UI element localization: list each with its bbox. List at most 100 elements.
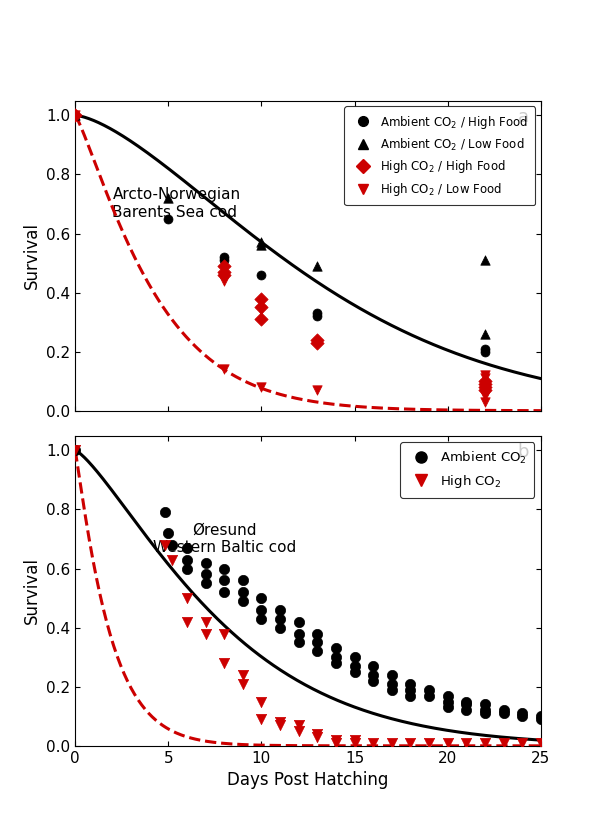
Point [294,724,304,737]
Point [499,704,508,717]
Point [424,736,434,749]
Point [167,538,177,551]
Point [517,706,527,720]
Point [257,235,266,249]
Point [313,334,322,347]
Point [294,615,304,628]
Point [219,259,229,272]
Point [480,342,490,355]
Point [368,660,378,673]
Point [480,345,490,359]
Point [368,736,378,749]
Point [238,668,248,681]
Point [480,736,490,749]
Point [294,718,304,732]
Point [219,363,229,376]
Point [257,303,266,317]
Point [499,706,508,720]
X-axis label: Days Post Hatching: Days Post Hatching [227,771,389,789]
Point [182,561,192,575]
Point [480,704,490,717]
Point [350,736,359,749]
Point [219,627,229,640]
Point [480,371,490,385]
Point [182,553,192,566]
Point [406,677,415,691]
Point [238,594,248,608]
Point [238,574,248,587]
Text: Arcto-Norwegian
Barents Sea cod: Arcto-Norwegian Barents Sea cod [112,188,240,220]
Point [219,656,229,670]
Point [219,251,229,264]
Point [182,615,192,628]
Point [257,695,266,708]
Point [462,704,471,717]
Point [480,380,490,394]
Point [387,736,397,749]
Point [443,736,453,749]
Point [424,689,434,702]
Point [257,603,266,617]
Point [275,621,285,634]
Point [480,377,490,391]
Point [163,526,173,540]
Point [238,586,248,599]
Point [219,265,229,278]
Legend: Ambient CO$_2$ / High Food, Ambient CO$_2$ / Low Food, High CO$_2$ / High Food, : Ambient CO$_2$ / High Food, Ambient CO$_… [344,106,535,205]
Point [406,689,415,702]
Point [313,307,322,320]
Text: Øresund
Western Baltic cod: Øresund Western Baltic cod [153,522,296,555]
Point [275,603,285,617]
Point [294,636,304,649]
Point [294,627,304,640]
Point [499,736,508,749]
Point [536,712,546,726]
Point [480,375,490,388]
Point [219,586,229,599]
Point [387,677,397,691]
Y-axis label: Survival: Survival [22,222,40,289]
Point [443,689,453,702]
Point [462,698,471,711]
Point [443,701,453,714]
Point [219,253,229,266]
Point [462,736,471,749]
Point [201,615,210,628]
Point [331,736,341,749]
Point [201,568,210,582]
Point [163,212,173,225]
Point [517,710,527,723]
Point [313,259,322,272]
Point [313,727,322,741]
Point [201,627,210,640]
Point [387,668,397,681]
Point [238,677,248,691]
Point [313,627,322,640]
Point [160,505,169,519]
Point [350,660,359,673]
Point [536,736,546,749]
Point [201,556,210,569]
Legend: Ambient CO$_2$, High CO$_2$: Ambient CO$_2$, High CO$_2$ [400,442,534,498]
Point [275,716,285,729]
Point [350,733,359,747]
Point [480,328,490,341]
Point [350,650,359,664]
Point [70,443,80,457]
Point [480,698,490,711]
Point [257,292,266,305]
Point [182,541,192,555]
Point [331,642,341,655]
Point [257,313,266,326]
Point [167,553,177,566]
Y-axis label: Survival: Survival [22,557,40,624]
Point [275,718,285,732]
Point [70,109,80,122]
Point [257,239,266,252]
Point [70,109,80,122]
Point [313,309,322,323]
Point [219,274,229,287]
Point [368,674,378,687]
Point [424,683,434,696]
Point [331,733,341,747]
